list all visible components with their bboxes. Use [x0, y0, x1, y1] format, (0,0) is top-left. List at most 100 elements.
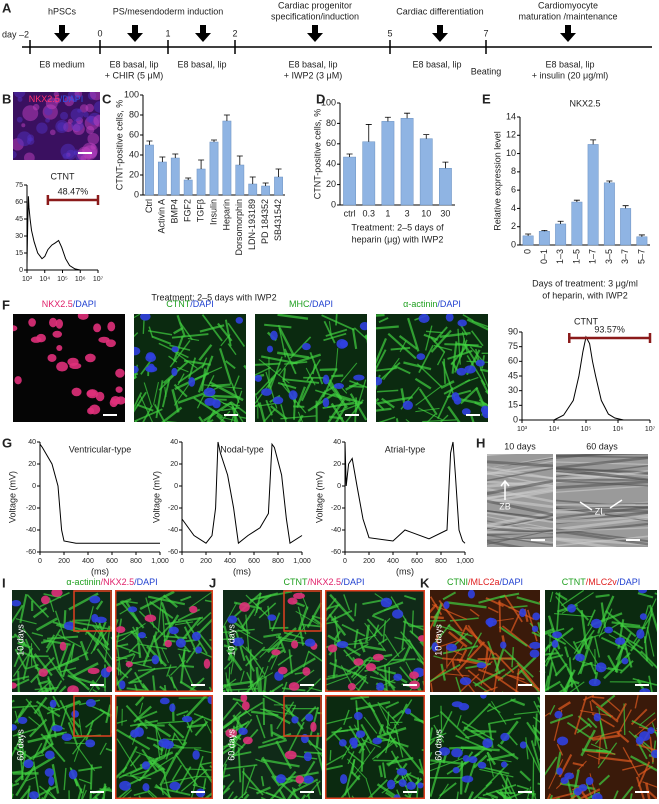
- fiber: [171, 764, 183, 781]
- bar: [538, 231, 550, 246]
- y-tick-label: 0: [32, 483, 36, 490]
- fiber: [136, 710, 158, 721]
- bar: [587, 144, 599, 246]
- fiber: [347, 751, 355, 765]
- nucleus: [127, 606, 138, 613]
- fiber: [341, 623, 366, 637]
- em-texture: [487, 511, 553, 527]
- nucleus: [225, 728, 238, 738]
- fiber: [191, 715, 204, 725]
- nucleus: [519, 741, 527, 749]
- fiber: [13, 641, 26, 668]
- nucleus: [261, 388, 273, 396]
- fiber: [436, 386, 454, 420]
- nucleus: [591, 792, 603, 799]
- nucleus: [267, 614, 277, 621]
- fiber: [159, 784, 164, 796]
- fiber: [26, 594, 50, 618]
- medium-label: + insulin (20 μg/ml): [532, 70, 608, 80]
- fiber: [562, 669, 576, 692]
- stain-part: α-actinin: [66, 577, 100, 587]
- stain-blob: [13, 92, 26, 98]
- x-tick-label: 1,000: [293, 558, 311, 565]
- nucleus: [639, 688, 651, 692]
- fiber: [297, 606, 309, 632]
- fiber: [271, 775, 281, 787]
- marker-label: ZB: [499, 501, 511, 511]
- nucleus: [322, 374, 330, 385]
- nucleus: [477, 761, 487, 769]
- error-bar: [423, 134, 430, 139]
- fiber: [166, 790, 172, 799]
- fiber: [297, 411, 304, 422]
- x-tick-label: TGFβ: [195, 199, 205, 222]
- fiber: [343, 594, 351, 611]
- error-bar: [146, 140, 153, 145]
- nucleus: [529, 649, 540, 658]
- fiber: [465, 731, 486, 739]
- fiber: [204, 599, 213, 603]
- nucleus: [67, 685, 79, 692]
- fiber: [219, 416, 236, 422]
- fiber: [615, 702, 628, 721]
- fiber: [89, 764, 93, 790]
- fiber: [376, 401, 385, 411]
- x-tick-label: FGF2: [183, 199, 193, 222]
- stain-part: /DAPI: [60, 94, 84, 104]
- fiber: [430, 603, 438, 614]
- fiber: [461, 331, 468, 354]
- y-tick-label: 20: [170, 461, 178, 468]
- fiber: [116, 738, 138, 771]
- day-label: 1: [165, 28, 170, 38]
- fiber: [405, 418, 410, 422]
- fiber: [414, 377, 432, 390]
- fiber: [278, 327, 295, 356]
- fiber: [147, 791, 157, 799]
- time-label: 10 days: [226, 624, 236, 656]
- nucleus: [287, 597, 298, 605]
- fiber: [151, 335, 172, 345]
- bar: [400, 118, 414, 206]
- fiber: [77, 788, 83, 799]
- fiber: [654, 592, 657, 595]
- fiber: [568, 657, 573, 688]
- fiber: [12, 737, 22, 758]
- fiber: [287, 787, 297, 799]
- stain-label: NKX2.5/DAPI: [42, 299, 97, 309]
- stain-blob: [13, 150, 17, 159]
- nucleus: [500, 732, 510, 742]
- em-texture: [556, 535, 648, 547]
- nucleus: [288, 390, 298, 400]
- fiber: [78, 766, 102, 772]
- error-bar: [185, 177, 192, 180]
- x-tick-label: 30: [440, 208, 450, 218]
- fiber: [128, 642, 140, 653]
- fiber: [469, 608, 480, 617]
- fiber: [569, 681, 585, 692]
- fiber: [466, 318, 488, 331]
- stage-label: PS/mesendoderm induction: [113, 6, 224, 16]
- fiber: [323, 332, 347, 342]
- micrograph: [487, 454, 553, 547]
- nucleus: [532, 612, 540, 621]
- fiber: [377, 389, 399, 393]
- fiber: [531, 631, 540, 638]
- x-tick-label: 0.3: [362, 208, 375, 218]
- fiber: [376, 668, 396, 675]
- fiber: [292, 778, 319, 793]
- y-tick-label: 40: [326, 159, 336, 169]
- fiber: [168, 722, 185, 739]
- nucleus: [417, 635, 425, 642]
- x-tick-label: 10⁴: [549, 426, 560, 433]
- nucleus: [241, 701, 250, 711]
- fiber: [519, 770, 532, 782]
- fiber: [401, 618, 407, 650]
- em-texture: [556, 455, 648, 459]
- bar: [439, 168, 452, 206]
- fiber: [88, 674, 103, 692]
- fiber: [170, 676, 176, 689]
- marker-arrow: [579, 499, 623, 511]
- fiber: [32, 607, 48, 619]
- fiber: [378, 704, 391, 727]
- fiber: [587, 753, 601, 761]
